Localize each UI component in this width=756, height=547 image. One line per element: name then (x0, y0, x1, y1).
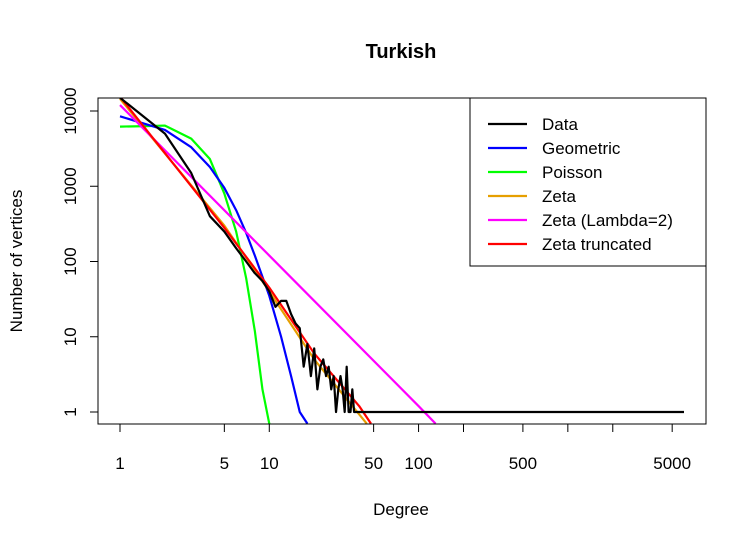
y-tick-label: 10000 (61, 87, 80, 134)
x-tick-label: 1 (115, 454, 124, 473)
series-line-zeta-lambda-2 (119, 104, 437, 424)
y-tick-label: 10 (61, 327, 80, 346)
legend-label-zeta-lambda-2: Zeta (Lambda=2) (542, 211, 673, 230)
series-layer (119, 98, 684, 424)
series-line-data (119, 98, 684, 414)
legend-box (469, 97, 707, 267)
x-axis: 1 5 10 50 100 500 5000 (115, 423, 691, 473)
x-tick-label: 10 (260, 454, 279, 473)
x-tick-label: 5 (220, 454, 229, 473)
chart-title: Turkish (366, 41, 437, 63)
legend-label-zeta-truncated: Zeta truncated (542, 235, 652, 254)
legend-label-geometric: Geometric (542, 139, 621, 158)
x-tick-label: 500 (509, 454, 537, 473)
legend-label-poisson: Poisson (542, 163, 602, 182)
y-axis: 1 10 100 1000 10000 (61, 87, 99, 417)
legend-label-zeta: Zeta (542, 187, 577, 206)
x-axis-label: Degree (373, 500, 429, 519)
y-tick-label: 100 (61, 247, 80, 275)
series-line-zeta-truncated (119, 98, 372, 424)
y-axis-label: Number of vertices (7, 190, 26, 333)
x-tick-label: 100 (404, 454, 432, 473)
y-tick-label: 1000 (61, 167, 80, 205)
series-line-poisson (119, 124, 271, 424)
x-tick-label: 50 (364, 454, 383, 473)
series-line-geometric (119, 115, 309, 424)
x-tick-label: 5000 (653, 454, 691, 473)
legend-label-data: Data (542, 115, 578, 134)
y-tick-label: 1 (61, 407, 80, 416)
legend: Data Geometric Poisson Zeta Zeta (Lambda=2) Z… (469, 97, 707, 267)
